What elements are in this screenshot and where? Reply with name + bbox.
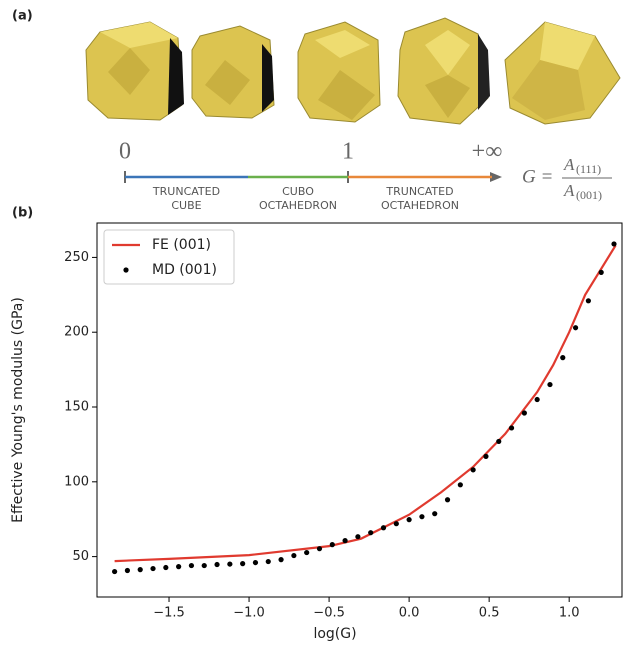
md-point (444, 497, 451, 503)
panel-label: (b) (12, 206, 33, 221)
md-point (380, 525, 387, 531)
md-point (150, 565, 156, 572)
scale-segment-label: CUBE (171, 199, 201, 212)
md-point (112, 568, 118, 575)
fe-line (114, 244, 617, 563)
y-tick-label: 250 (64, 250, 89, 265)
md-point (470, 467, 476, 473)
md-point (304, 549, 310, 556)
formula-denominator-sub: (001) (576, 188, 602, 202)
md-point (457, 482, 463, 488)
md-point (291, 552, 297, 559)
panel-label: (a) (12, 9, 33, 24)
md-point (521, 410, 527, 416)
md-point (214, 561, 220, 568)
scale-arrow (490, 172, 502, 182)
md-point (534, 396, 540, 403)
md-point (368, 530, 374, 536)
formula-denominator: A (563, 181, 575, 200)
x-axis-label: log(G) (313, 626, 356, 642)
md-point (393, 521, 399, 527)
md-point (508, 425, 515, 431)
md-point (124, 567, 131, 574)
scale-segment-label: OCTAHEDRON (259, 199, 337, 212)
md-point (419, 514, 425, 520)
md-point (137, 567, 143, 573)
md-point (188, 562, 195, 569)
scale-end: +∞ (472, 139, 503, 165)
x-tick-label: −1.0 (233, 606, 265, 621)
formula-numerator-sub: (111) (576, 162, 601, 176)
md-point (432, 511, 438, 517)
legend-label: FE (001) (152, 237, 211, 253)
scale-bar: 0 1 +∞ (119, 139, 503, 183)
md-point (342, 538, 348, 544)
y-axis-label: Effective Young's modulus (GPa) (10, 297, 26, 523)
scale-middle: 1 (342, 139, 354, 165)
x-tick-label: −1.5 (153, 606, 185, 621)
legend-label: MD (001) (152, 262, 217, 278)
x-tick-label: 0.0 (399, 606, 420, 621)
scale-segment-label: CUBO (282, 185, 314, 198)
legend-box (103, 229, 235, 285)
x-tick-label: 1.0 (559, 606, 580, 621)
md-point (598, 269, 604, 275)
md-point (227, 561, 233, 567)
md-point (585, 298, 591, 304)
md-point (483, 453, 489, 459)
md-point (316, 546, 323, 552)
scale-start: 0 (119, 139, 131, 165)
legend: FE (001) MD (001) (103, 229, 235, 285)
scale-segment-label: TRUNCATED (385, 185, 453, 198)
md-point (329, 542, 335, 548)
plot-frame (96, 222, 623, 598)
md-point (496, 438, 502, 445)
md-point (176, 564, 182, 570)
md-point (201, 562, 207, 569)
md-point (240, 561, 246, 567)
y-tick-label: 50 (72, 549, 89, 564)
md-point (163, 564, 169, 571)
md-point (406, 517, 412, 523)
formula-numerator: A (563, 155, 575, 174)
scale-segment-label: TRUNCATED (152, 185, 220, 198)
polyhedra (85, 17, 621, 125)
md-point (547, 381, 553, 388)
legend-swatch (123, 267, 129, 273)
md-point (355, 534, 361, 540)
x-tick-label: 0.5 (479, 606, 500, 621)
md-point (265, 558, 271, 565)
x-tick-label: −0.5 (313, 606, 345, 621)
md-point (611, 241, 617, 247)
y-tick-label: 150 (64, 400, 89, 415)
y-tick-label: 200 (64, 325, 89, 340)
formula-lhs: G = (522, 166, 553, 187)
formula: G = A (111) A (001) (522, 155, 612, 202)
md-point (252, 559, 259, 566)
y-tick-label: 100 (64, 474, 89, 489)
md-point (560, 355, 566, 361)
md-point (278, 557, 284, 563)
scale-segment-label: OCTAHEDRON (381, 199, 459, 212)
md-point (572, 325, 579, 331)
